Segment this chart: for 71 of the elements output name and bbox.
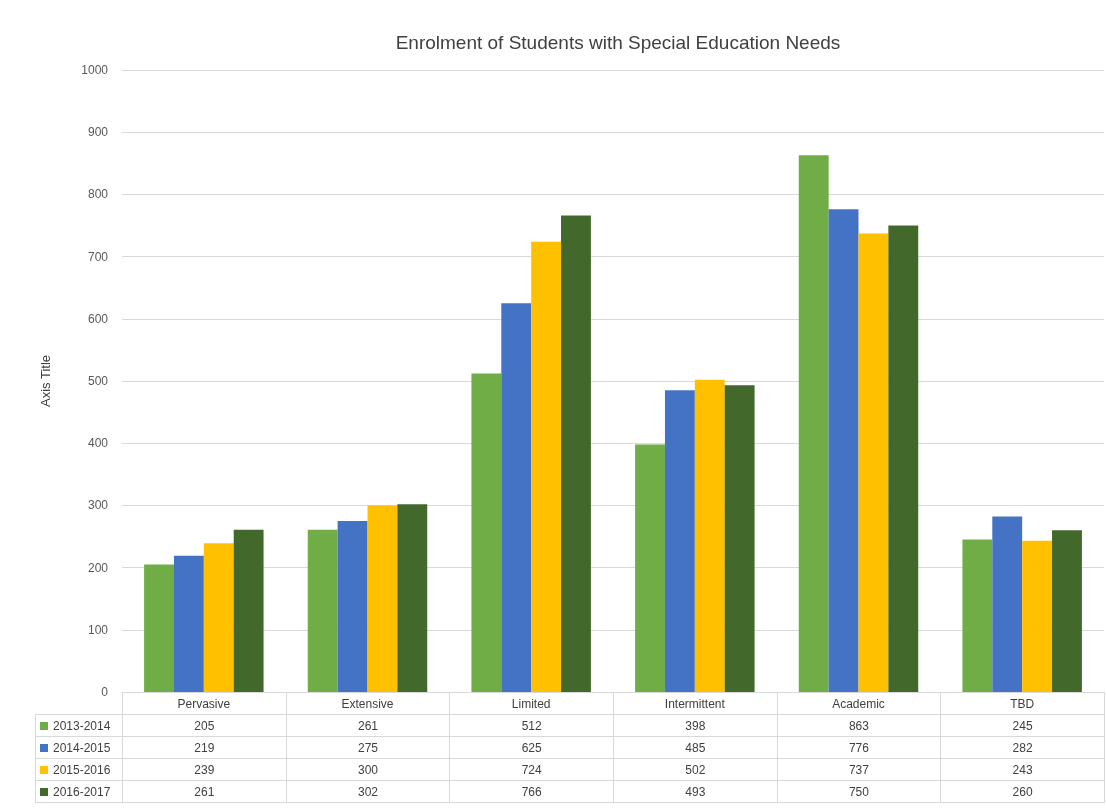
y-tick-label: 900: [87, 125, 109, 140]
x-tick-label: Extensive: [341, 697, 394, 711]
bar: [858, 233, 889, 692]
bar: [203, 543, 234, 692]
data-label: 512: [449, 714, 614, 737]
y-tick-label: 300: [87, 498, 109, 513]
y-tick-label: 400: [87, 436, 109, 451]
bar: [367, 505, 398, 692]
data-label: 776: [777, 736, 941, 759]
legend-label: 2013-2014: [35, 714, 123, 737]
y-tick-label: 200: [87, 560, 109, 575]
y-tick-label: 800: [87, 187, 109, 202]
y-tick-label: 1000: [81, 63, 109, 77]
bar: [501, 303, 532, 692]
data-label: 750: [777, 780, 941, 803]
bar: [992, 516, 1023, 692]
data-label: 219: [122, 736, 287, 759]
x-tick-label: Academic: [832, 697, 885, 711]
data-label: 260: [940, 780, 1105, 803]
bar: [144, 564, 174, 692]
y-axis-title: Axis Title: [38, 354, 53, 408]
bar: [1022, 540, 1053, 692]
bar: [531, 241, 562, 692]
data-label: 261: [122, 780, 287, 803]
y-tick-label: 600: [87, 311, 109, 326]
data-label: 245: [940, 714, 1105, 737]
data-label: 261: [286, 714, 450, 737]
bar: [798, 155, 829, 692]
data-label: 398: [613, 714, 778, 737]
bar: [635, 444, 665, 692]
data-label: 205: [122, 714, 287, 737]
legend-label: 2016-2017: [35, 780, 123, 803]
bar: [694, 379, 725, 692]
data-label: 239: [122, 758, 287, 781]
data-label: 282: [940, 736, 1105, 759]
data-label: 625: [449, 736, 614, 759]
bar: [828, 209, 859, 692]
data-label: 275: [286, 736, 450, 759]
data-label: 300: [286, 758, 450, 781]
y-tick-label: 700: [87, 249, 109, 264]
bar: [173, 555, 204, 692]
bar: [307, 529, 338, 692]
bar: [1052, 530, 1082, 692]
x-tick-label: Intermittent: [664, 697, 726, 711]
data-label: 766: [449, 780, 614, 803]
bar: [664, 390, 695, 692]
y-tick-label: 500: [87, 374, 109, 388]
bar: [471, 373, 502, 692]
data-label: 502: [613, 758, 778, 781]
y-tick-label: 0: [101, 685, 109, 699]
bar: [397, 504, 428, 692]
legend-label: 2014-2015: [35, 736, 123, 759]
x-tick-label: Limited: [511, 697, 551, 711]
data-label: 485: [613, 736, 778, 759]
data-label: 863: [777, 714, 941, 737]
x-tick-label: Pervasive: [177, 697, 231, 711]
bar: [233, 529, 264, 692]
x-tick-label: TBD: [1010, 697, 1035, 711]
data-label: 737: [777, 758, 941, 781]
data-label: 302: [286, 780, 450, 803]
data-label: 243: [940, 758, 1105, 781]
y-tick-label: 100: [87, 622, 109, 637]
bar: [561, 215, 591, 692]
bar: [888, 225, 919, 692]
bar: [337, 520, 368, 692]
chart-title: Enrolment of Students with Special Education Needs: [395, 32, 841, 53]
legend-label: 2015-2016: [35, 758, 123, 781]
bar: [724, 385, 755, 692]
data-label: 724: [449, 758, 614, 781]
data-label: 493: [613, 780, 778, 803]
bar: [962, 539, 993, 692]
